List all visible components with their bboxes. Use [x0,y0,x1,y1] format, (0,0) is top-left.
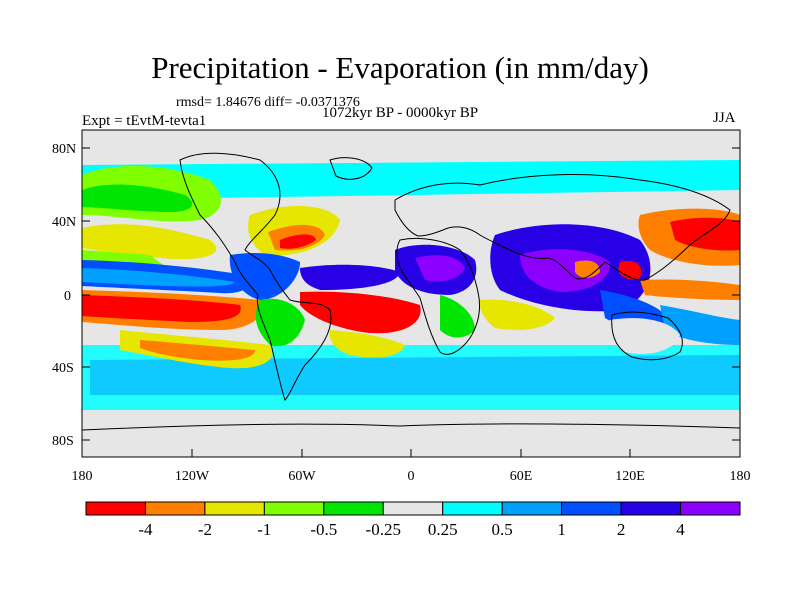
colorbar-swatch [620,501,682,516]
lat-label: 80N [52,142,76,157]
lon-label: 0 [408,469,415,484]
colorbar-swatch [680,501,741,516]
axis-ticks [81,147,741,457]
asian-monsoon-purple [520,249,611,292]
lon-label: 60W [288,469,316,484]
australia-grey [609,318,680,355]
colorbar-swatch [561,501,622,516]
west-pacific-orange [640,279,740,300]
colorbar-label: -1 [257,520,271,539]
lon-label: 60E [510,469,533,484]
indian-ocean-south-yellow [479,299,555,330]
north-pacific-yellow [82,224,217,260]
arctic-band [82,160,740,200]
colorbar-label: 1 [557,520,566,539]
lat-label: 0 [64,289,71,304]
north-pacific-green2 [82,184,193,212]
season-label: JJA [713,110,736,126]
sahel-purple [415,255,465,282]
period-label: 1072kyr BP - 0000kyr BP [322,105,479,121]
colorbar-label: 2 [617,520,626,539]
colorbar-label: 0.25 [428,520,458,539]
colorbar-label: 0.5 [492,520,513,539]
south-china-sea-red [618,260,642,280]
experiment-label: Expt = tEvtM-tevta1 [82,113,207,129]
colorbar-label: 4 [676,520,685,539]
lon-label: 120E [615,469,645,484]
caribbean-blue [229,252,300,300]
colorbar-swatch [204,501,265,516]
lat-label: 40S [52,361,74,376]
bay-of-bengal-orange [575,260,600,278]
colorbar-swatch [263,501,325,516]
map-title: Precipitation - Evaporation (in mm/day) [151,50,649,85]
lon-label: 180 [730,469,751,484]
colorbar-swatch [442,501,503,516]
lon-label: 180 [72,469,93,484]
pacific-south-red [82,295,241,322]
colorbar-label: -0.25 [366,520,401,539]
south-atlantic-yellow [329,330,405,358]
colorbar-swatch [382,501,444,516]
colorbar-label: -2 [198,520,212,539]
colorbar-label: -4 [138,520,153,539]
stats-text: rmsd= 1.84676 diff= -0.0371376 [176,95,360,110]
colorbar [85,501,741,516]
southern-africa-green [440,295,475,338]
colorbar-swatch [85,501,146,516]
colorbar-label: -0.5 [310,520,337,539]
colorbar-swatch [144,501,206,516]
colorbar-swatch [501,501,563,516]
south-pacific-orange [140,340,255,361]
colorbar-labels: -4 -2 -1 -0.5 -0.25 0.25 0.5 1 2 4 [138,520,685,539]
pacific-itcz-lightblue [82,268,235,287]
atlantic-itcz-darkblue [300,264,400,290]
lat-label: 40N [52,215,76,230]
coastlines [82,152,740,431]
map-field [82,130,740,457]
north-atlantic-red [280,234,316,249]
colorbar-swatch [323,501,384,516]
lat-label: 80S [52,434,74,449]
lon-label: 120W [175,469,210,484]
